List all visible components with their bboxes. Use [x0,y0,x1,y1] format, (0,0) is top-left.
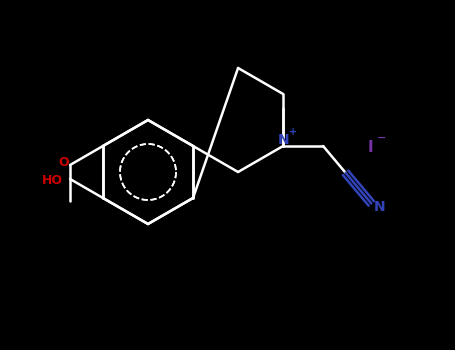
Text: O: O [59,156,69,169]
Text: N: N [374,201,385,215]
Text: HO: HO [41,175,62,188]
Text: +: + [289,127,297,137]
Text: I: I [367,140,373,155]
Text: N: N [277,133,289,147]
Text: −: − [377,133,387,143]
